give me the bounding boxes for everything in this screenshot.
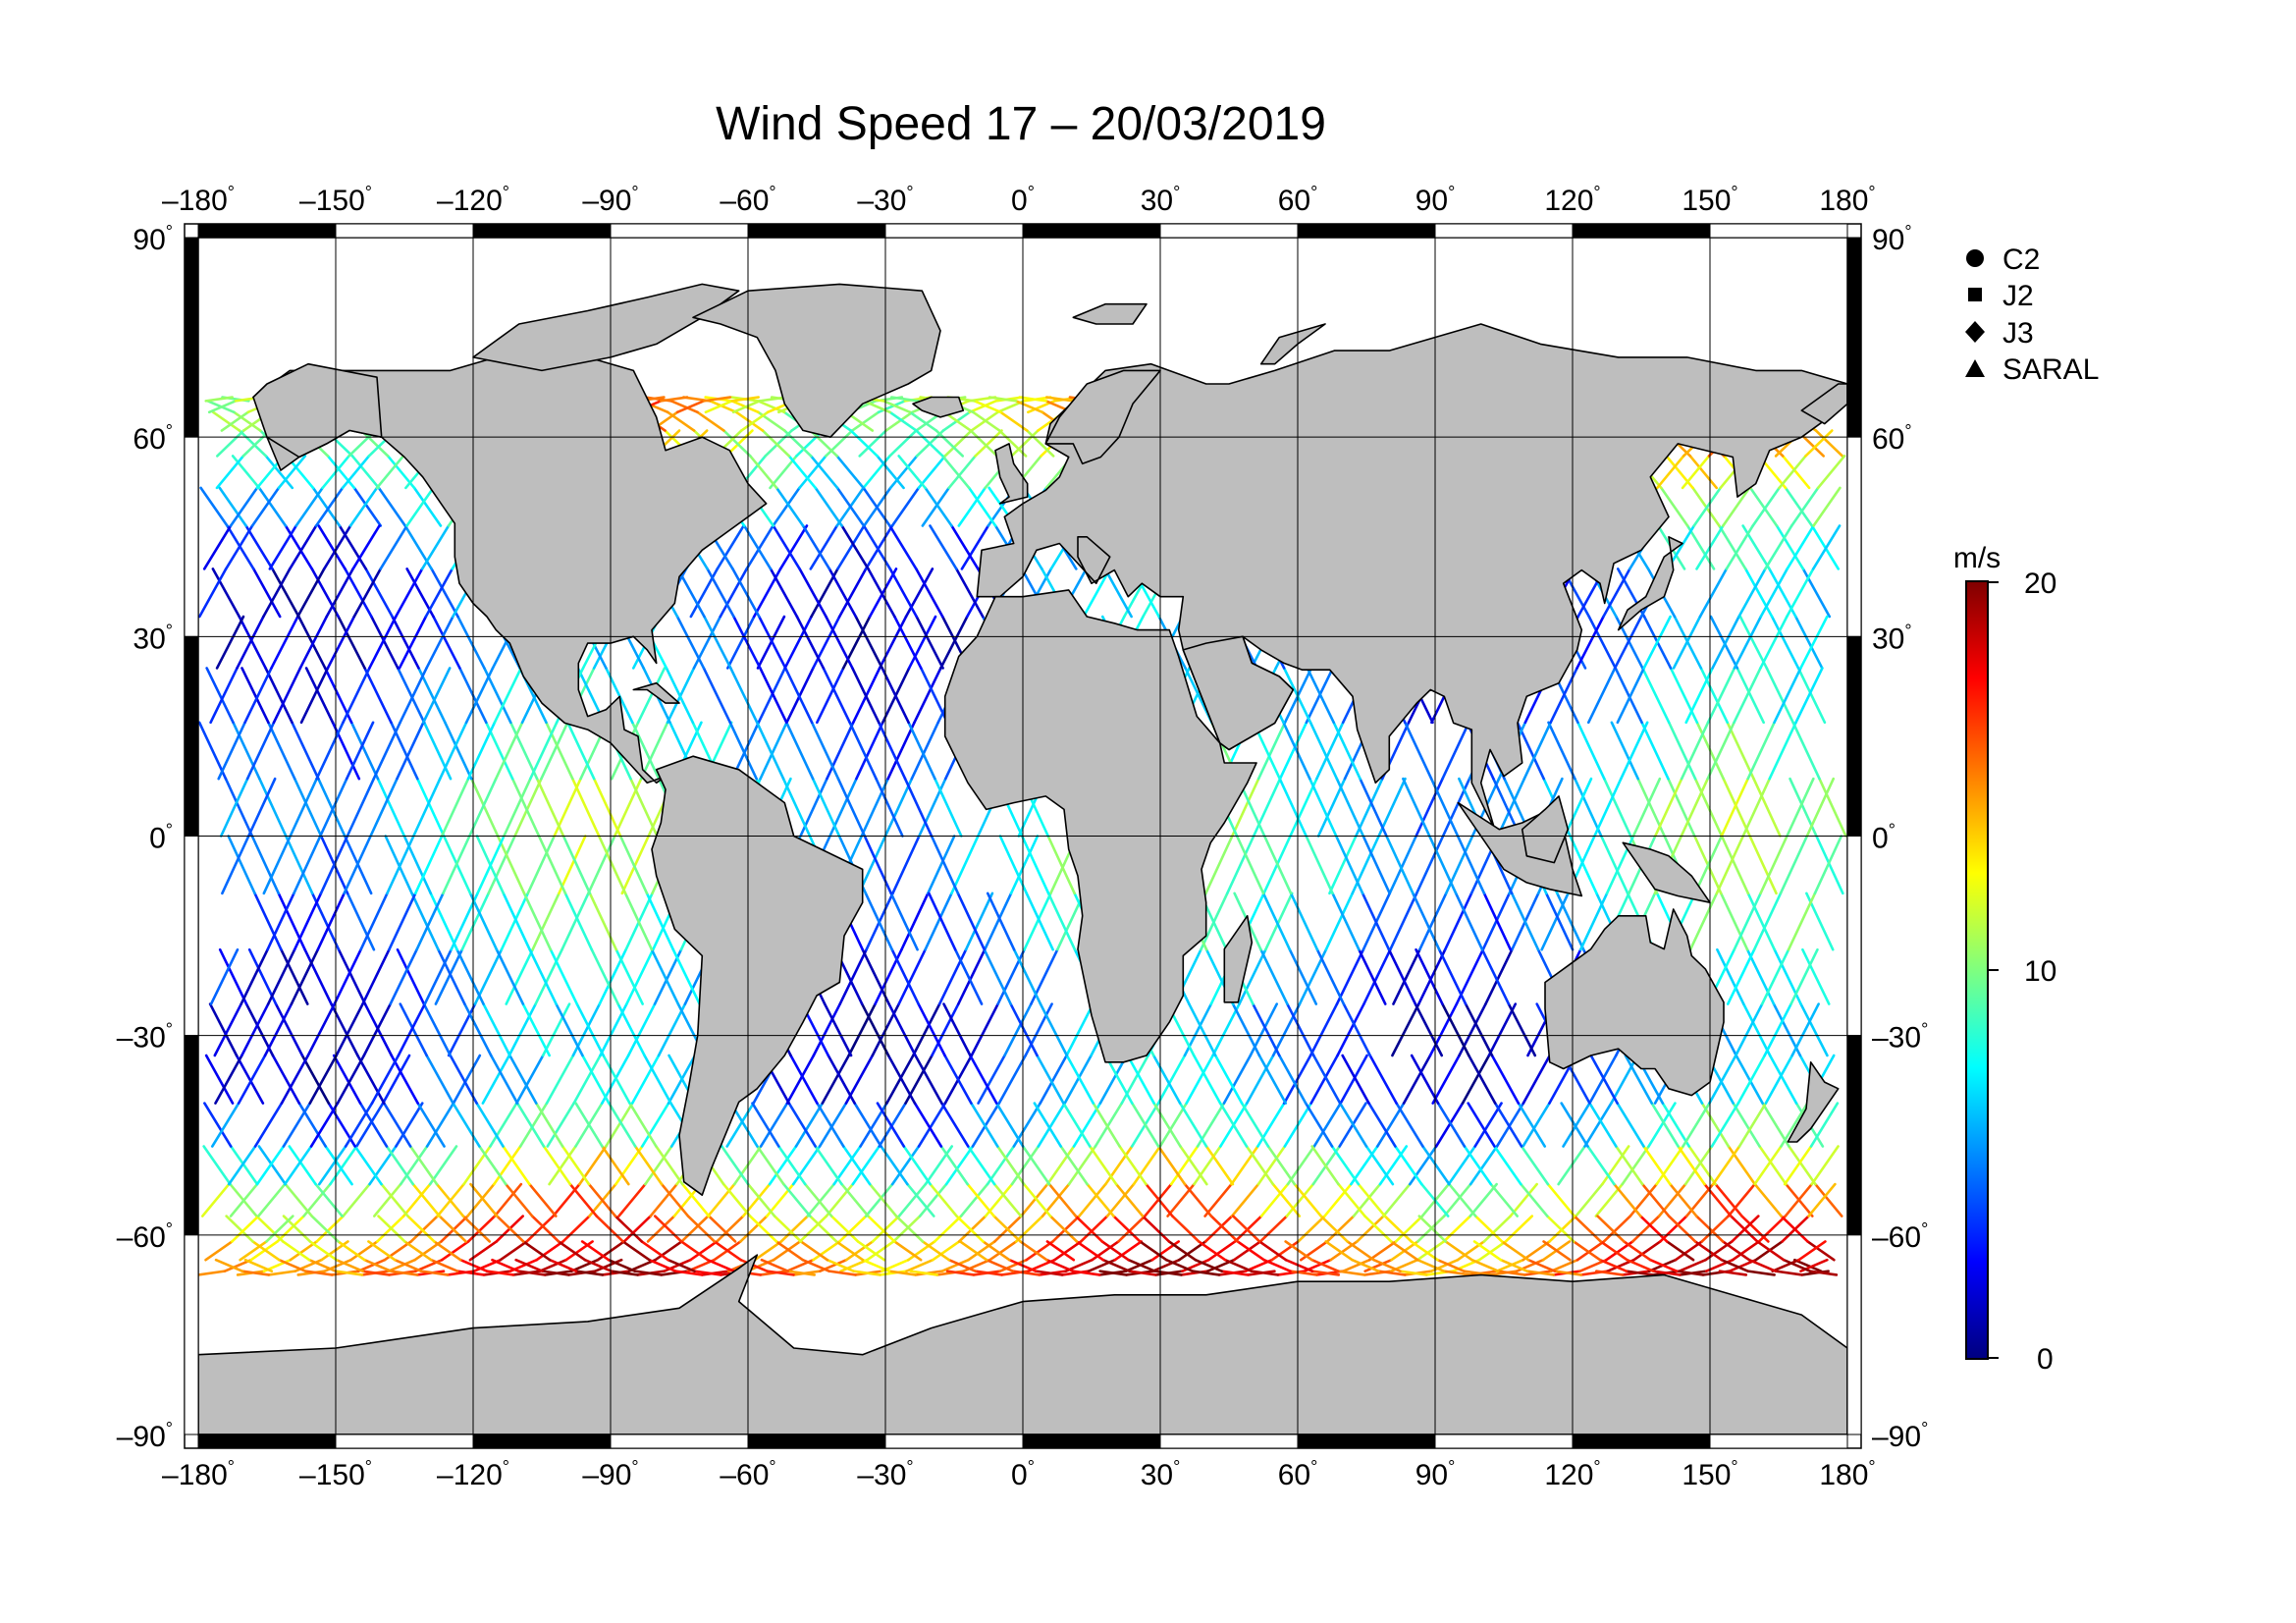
- lon-tick-top: –60°: [720, 183, 775, 217]
- lon-tick-bottom: –120°: [437, 1457, 509, 1491]
- lat-tick-left: 30°: [133, 621, 173, 655]
- lon-tick-top: 90°: [1415, 183, 1456, 217]
- map-border-bars: [184, 223, 1862, 1449]
- lat-tick-right: 0°: [1872, 821, 1896, 855]
- c2-marker-icon: [1966, 249, 1984, 267]
- land-canadian-arctic: [472, 283, 740, 372]
- lon-tick-top: 150°: [1682, 183, 1737, 217]
- longitude-labels-top: –180° –150° –120° –90° –60° –30° 0° 30° 60° 90° 12…: [162, 183, 1876, 217]
- lon-tick-bottom: –60°: [720, 1457, 775, 1491]
- land-novaya-zemlya: [1259, 323, 1326, 365]
- lat-tick-right: 60°: [1872, 421, 1912, 456]
- colorbar-label-mid: 10: [2024, 955, 2056, 988]
- lon-tick-bottom: 120°: [1544, 1457, 1600, 1491]
- longitude-labels-bottom: –180° –150° –120° –90° –60° –30° 0° 30° 60° 90° 12…: [162, 1457, 1876, 1491]
- lon-tick-bottom: –30°: [857, 1457, 913, 1491]
- lat-tick-left: –30°: [117, 1020, 173, 1055]
- lat-tick-left: –90°: [117, 1419, 173, 1453]
- land-australia: [1544, 908, 1725, 1097]
- lon-tick-top: –90°: [582, 183, 638, 217]
- lat-tick-right: –60°: [1872, 1219, 1928, 1254]
- graticule: [198, 238, 1847, 1434]
- j3-marker-icon: [1965, 321, 1985, 343]
- land-north-america: [252, 350, 768, 784]
- lon-tick-top: 0°: [1011, 183, 1035, 217]
- land-greenland: [692, 283, 941, 439]
- lon-tick-top: 30°: [1141, 183, 1181, 217]
- land-alaska-range: [252, 362, 383, 459]
- lat-tick-left: 0°: [149, 821, 173, 855]
- land-south-america: [651, 755, 864, 1196]
- land-iceland: [912, 396, 965, 418]
- land-scandinavia-arc: [1044, 369, 1161, 465]
- lon-tick-bottom: 60°: [1278, 1457, 1318, 1491]
- land-svalbard: [1072, 302, 1148, 325]
- legend-item-c2: C2: [2002, 243, 2040, 276]
- land-madagascar: [1223, 914, 1254, 1003]
- lon-tick-top: –180°: [162, 183, 235, 217]
- land-new-zealand: [1787, 1061, 1840, 1143]
- lon-tick-bottom: –90°: [582, 1457, 638, 1491]
- latitude-labels-left: 90° 60° 30° 0° –30° –60° –90°: [117, 222, 173, 1453]
- colorbar-unit: m/s: [1953, 542, 2001, 574]
- lon-tick-bottom: –180°: [162, 1457, 235, 1491]
- colorbar: m/s 20 10 0: [1953, 542, 2057, 1376]
- lon-tick-bottom: 150°: [1682, 1457, 1737, 1491]
- lat-tick-left: 60°: [133, 421, 173, 456]
- lat-tick-right: 30°: [1872, 621, 1912, 655]
- lon-tick-top: 180°: [1819, 183, 1875, 217]
- land-eurasia: [976, 323, 1847, 831]
- land-chukotka: [1800, 383, 1847, 425]
- land-cuba: [632, 681, 680, 704]
- land-borneo: [1521, 795, 1570, 864]
- legend-item-j3: J3: [2002, 317, 2034, 350]
- lon-tick-top: 60°: [1278, 183, 1318, 217]
- colorbar-gradient: [1965, 580, 1989, 1360]
- lat-tick-right: 90°: [1872, 222, 1912, 256]
- latitude-labels-right: 90° 60° 30° 0° –30° –60° –90°: [1872, 222, 1928, 1453]
- lon-tick-top: –120°: [437, 183, 509, 217]
- lat-tick-left: –60°: [117, 1219, 173, 1254]
- land-japan: [1617, 535, 1683, 631]
- legend-item-j2: J2: [2002, 280, 2034, 312]
- lon-tick-bottom: 0°: [1011, 1457, 1035, 1491]
- land-arabia: [1182, 635, 1295, 751]
- legend-item-saral: SARAL: [2002, 353, 2099, 386]
- lon-tick-bottom: –150°: [299, 1457, 372, 1491]
- colorbar-label-max: 20: [2024, 568, 2056, 600]
- lat-tick-left: 90°: [133, 222, 173, 256]
- lat-tick-right: –30°: [1872, 1020, 1928, 1055]
- lon-tick-bottom: 90°: [1415, 1457, 1456, 1491]
- colorbar-label-min: 0: [2037, 1343, 2054, 1376]
- saral-marker-icon: [1965, 359, 1985, 377]
- lon-tick-bottom: 30°: [1141, 1457, 1181, 1491]
- lon-tick-top: 120°: [1544, 183, 1600, 217]
- satellite-legend: C2 J2 J3 SARAL: [1965, 243, 2099, 386]
- lat-tick-right: –90°: [1872, 1419, 1928, 1453]
- lon-tick-top: –150°: [299, 183, 372, 217]
- lon-tick-top: –30°: [857, 183, 913, 217]
- lon-tick-bottom: 180°: [1819, 1457, 1875, 1491]
- j2-marker-icon: [1968, 288, 1982, 301]
- land-uk: [994, 443, 1029, 505]
- chart-title: Wind Speed 17 – 20/03/2019: [716, 98, 1326, 150]
